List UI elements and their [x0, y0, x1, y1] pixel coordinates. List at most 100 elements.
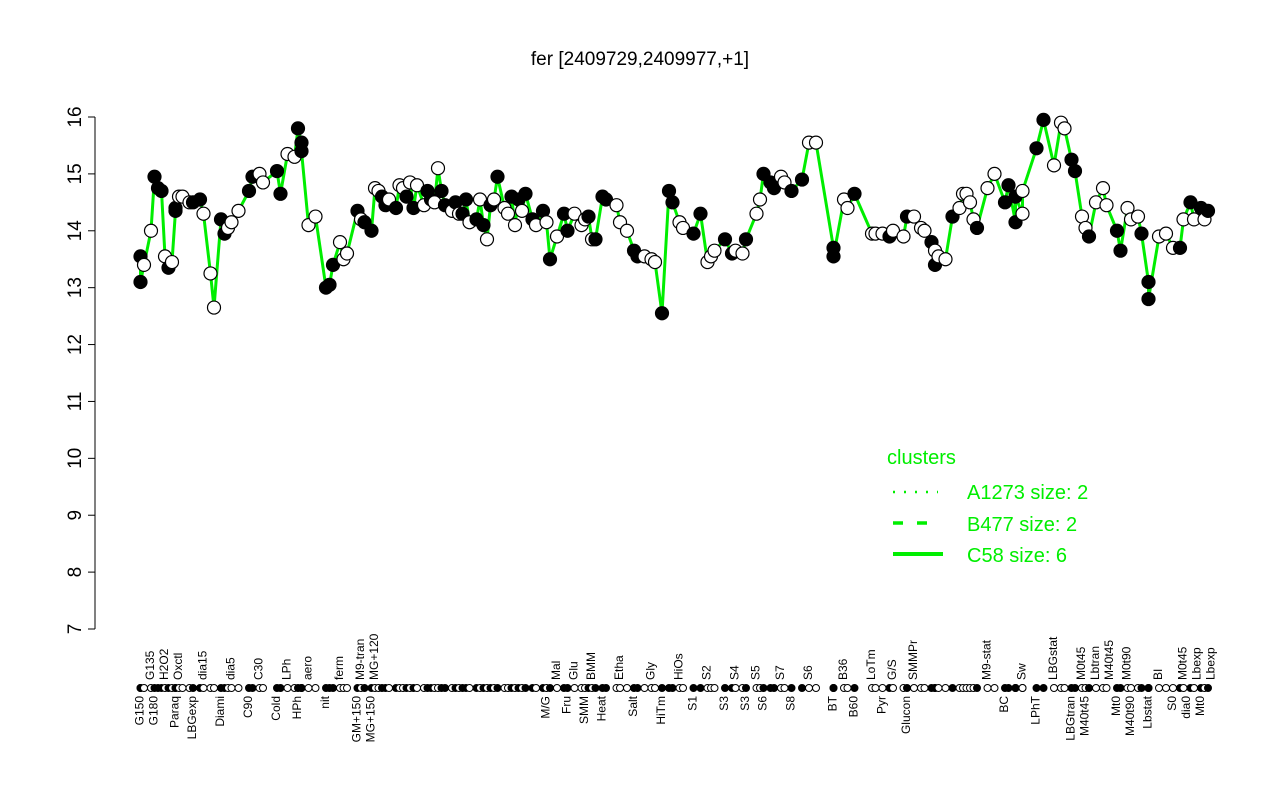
legend-entry: A1273 size: 2	[967, 482, 1088, 504]
data-point	[133, 274, 148, 290]
x-tick-label: S5	[749, 665, 763, 680]
x-rug-mark	[532, 684, 540, 692]
x-tick-label: G135	[143, 650, 157, 680]
y-tick-label: 13	[65, 277, 86, 298]
x-tick-label: aero	[301, 656, 315, 680]
data-point	[1113, 243, 1128, 258]
data-point	[665, 195, 680, 210]
data-point	[322, 277, 337, 292]
data-point	[1172, 240, 1188, 255]
x-rug-mark	[602, 684, 610, 692]
x-rug-mark	[1071, 684, 1079, 692]
data-point	[1029, 141, 1044, 156]
x-rug-mark	[329, 684, 337, 692]
y-tick-label: 8	[65, 567, 86, 578]
x-tick-label: Diami	[213, 696, 227, 727]
data-point	[808, 135, 824, 150]
data-point	[143, 223, 159, 238]
data-point	[154, 183, 169, 199]
x-rug-mark	[903, 684, 911, 692]
x-tick-label: LBGstat	[1046, 636, 1060, 680]
x-rug-mark	[973, 684, 981, 692]
x-rug-mark	[805, 684, 813, 692]
x-rug-mark	[465, 684, 474, 692]
data-point	[1109, 223, 1125, 238]
x-rug-mark	[140, 684, 148, 692]
x-tick-label: LPh	[280, 659, 294, 680]
x-rug-mark	[210, 684, 218, 692]
x-tick-label: Heat	[595, 695, 609, 721]
x-tick-label: S3	[717, 696, 731, 711]
x-rug-mark	[1155, 684, 1163, 692]
x-rug-mark	[721, 684, 729, 692]
legend-title: clusters	[887, 447, 956, 469]
x-tick-label: S6	[801, 665, 815, 680]
data-point	[164, 254, 180, 270]
x-rug-mark	[1162, 684, 1170, 692]
y-tick-label: 10	[65, 448, 86, 469]
x-rug-mark	[1144, 684, 1153, 692]
x-tick-label: M40t45	[1078, 696, 1092, 736]
x-rug-mark	[616, 684, 624, 692]
x-rug-mark	[1011, 684, 1020, 692]
y-tick-label: 15	[65, 163, 86, 184]
x-tick-label: G180	[147, 696, 161, 726]
x-axis: G135 H2O2 Oxctl dia15 dia5 C30 LPh aero ferm M9-t…	[133, 633, 1218, 742]
data-point	[1057, 121, 1072, 136]
data-point	[136, 257, 152, 273]
data-point	[332, 235, 348, 250]
data-point	[514, 203, 530, 218]
x-rug-mark	[1032, 684, 1041, 692]
x-tick-label: S4	[728, 665, 742, 680]
data-point	[609, 198, 624, 213]
data-point	[738, 232, 754, 247]
data-point	[273, 186, 288, 201]
x-tick-label: Mt0	[1109, 696, 1123, 716]
data-point	[717, 232, 733, 247]
data-points	[133, 112, 1216, 321]
y-tick-label: 9	[65, 510, 86, 521]
x-tick-label: Pyr	[875, 696, 889, 714]
x-tick-label: SMM	[577, 696, 591, 724]
x-rug-mark	[679, 684, 687, 692]
x-tick-label: BI	[1151, 669, 1165, 680]
x-rug-mark	[227, 684, 236, 692]
x-tick-label: LPhT	[1029, 695, 1043, 724]
x-rug-mark	[843, 684, 852, 692]
data-point	[1130, 209, 1146, 224]
x-rug-mark	[1102, 684, 1111, 692]
x-tick-label: Salt	[626, 695, 640, 716]
x-tick-label: M40t90	[1123, 696, 1137, 736]
x-rug-mark	[1127, 684, 1135, 692]
x-rug-mark	[948, 684, 957, 692]
x-rug-mark	[934, 684, 943, 692]
x-tick-label: LBGtran	[1064, 696, 1078, 741]
x-rug-mark	[178, 684, 187, 692]
data-point	[1081, 229, 1097, 244]
x-tick-label: M40t45	[1102, 640, 1116, 680]
data-point	[206, 300, 222, 315]
x-rug-mark	[798, 684, 806, 692]
data-point	[192, 192, 208, 207]
x-rug-mark	[385, 684, 393, 692]
data-point	[749, 206, 764, 221]
x-rug-mark	[696, 684, 705, 692]
data-point	[784, 183, 799, 199]
x-tick-label: dia15	[196, 650, 210, 680]
data-point	[1141, 274, 1156, 290]
data-point	[507, 217, 523, 233]
x-rug-mark	[871, 684, 880, 692]
legend: clusters A1273 size: 2 B477 size: 2 C58 …	[887, 447, 1088, 567]
x-tick-label: Gly	[644, 662, 658, 680]
data-point	[486, 192, 502, 207]
x-rug-mark	[1204, 684, 1212, 692]
y-tick-label: 11	[65, 392, 86, 412]
y-tick-label: 14	[65, 220, 86, 242]
x-rug-mark	[1092, 684, 1100, 692]
x-tick-label: S2	[700, 665, 714, 680]
x-rug-mark	[1137, 684, 1146, 692]
data-point	[269, 163, 285, 179]
x-tick-label: B36	[836, 658, 850, 680]
data-point	[980, 181, 995, 196]
x-tick-label: ferm	[332, 656, 346, 680]
